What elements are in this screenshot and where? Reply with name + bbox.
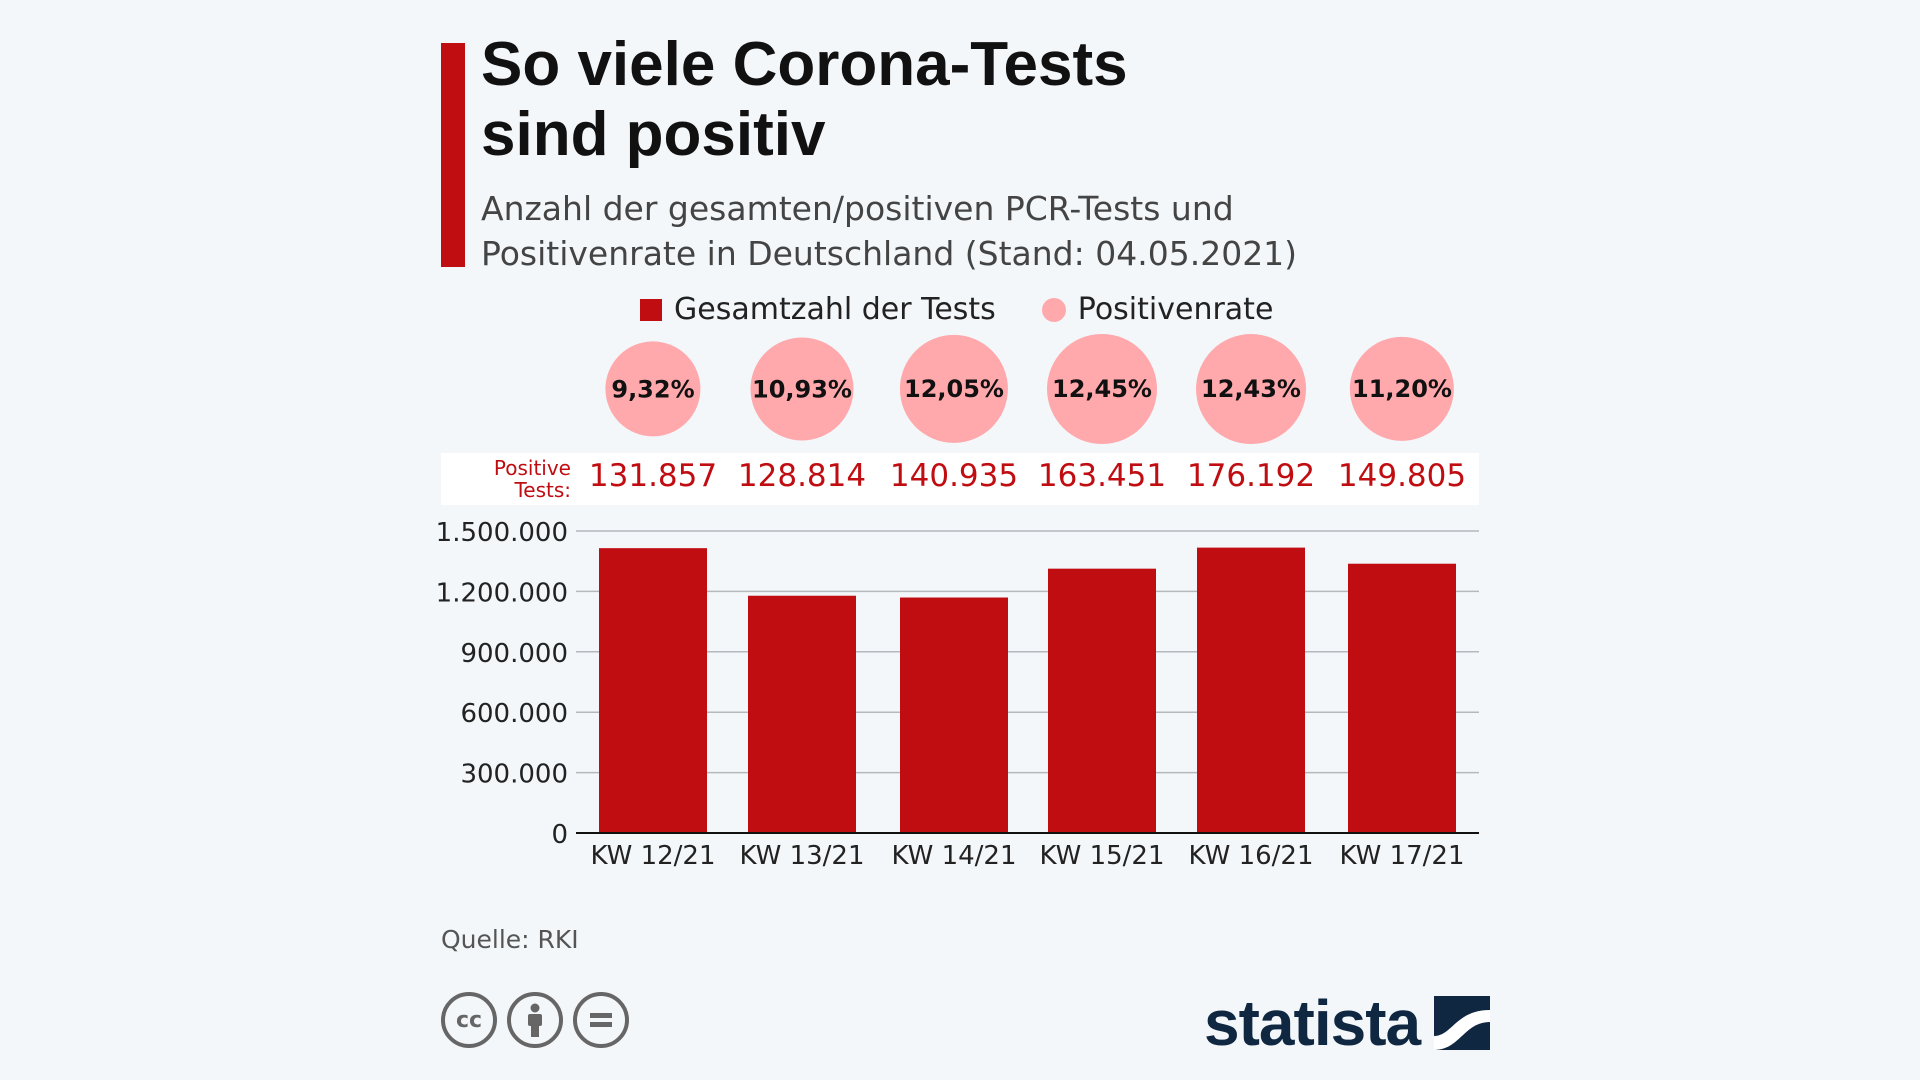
rate-bubble: 12,05% (899, 334, 1009, 444)
cc-icon: cc (441, 992, 497, 1048)
legend-item-rate: Positivenrate (1041, 292, 1274, 327)
title-accent-bar (441, 43, 465, 267)
positive-tests-value: 140.935 (889, 458, 1019, 494)
rate-bubble: 9,32% (605, 341, 701, 437)
x-tick-label: KW 17/21 (1339, 841, 1464, 871)
x-tick-label: KW 15/21 (1039, 841, 1164, 871)
y-tick-label: 1.200.000 (436, 578, 568, 608)
x-tick-label: KW 12/21 (590, 841, 715, 871)
positive-tests-label: Positive Tests: (493, 456, 571, 502)
y-tick-label: 0 (551, 820, 568, 850)
legend-label: Gesamtzahl der Tests (674, 292, 996, 327)
x-tick-label: KW 13/21 (739, 841, 864, 871)
bar (748, 595, 856, 833)
rate-bubble: 12,45% (1047, 334, 1157, 444)
rate-bubble: 11,20% (1349, 336, 1455, 442)
legend-label: Positivenrate (1077, 292, 1274, 327)
chart-title: So viele Corona-Tests sind positiv (481, 30, 1128, 169)
bar (900, 597, 1008, 833)
positive-tests-value: 163.451 (1037, 458, 1167, 494)
rate-bubble: 12,43% (1196, 334, 1306, 444)
logo-text: statista (1204, 987, 1421, 1059)
bar (1048, 568, 1156, 833)
legend-swatch-square-icon (640, 298, 662, 321)
x-tick-label: KW 16/21 (1188, 841, 1313, 871)
positive-tests-value: 149.805 (1337, 458, 1467, 494)
legend-item-tests: Gesamtzahl der Tests (640, 292, 996, 327)
chart-subtitle: Anzahl der gesamten/positiven PCR-Tests … (481, 189, 1298, 273)
bar (1197, 547, 1305, 833)
x-tick-label: KW 14/21 (891, 841, 1016, 871)
positive-tests-value: 176.192 (1186, 458, 1316, 494)
statista-logo-icon (1434, 996, 1491, 1050)
legend: Gesamtzahl der Tests Positivenrate (640, 292, 1273, 327)
positive-tests-band (441, 453, 1479, 505)
by-icon (507, 992, 563, 1048)
positive-tests-value: 131.857 (588, 458, 718, 494)
y-tick-label: 900.000 (460, 639, 568, 669)
source-note: Quelle: RKI (441, 925, 579, 954)
legend-swatch-circle-icon (1041, 297, 1066, 322)
bar (599, 548, 707, 833)
y-tick-label: 300.000 (460, 760, 568, 790)
y-tick-label: 1.500.000 (436, 518, 568, 548)
bar (1348, 563, 1456, 833)
y-tick-label: 600.000 (460, 699, 568, 729)
positive-tests-value: 128.814 (737, 458, 867, 494)
rate-bubble: 10,93% (750, 337, 854, 441)
statista-logo: statista (1204, 986, 1491, 1060)
nd-icon (573, 992, 629, 1048)
